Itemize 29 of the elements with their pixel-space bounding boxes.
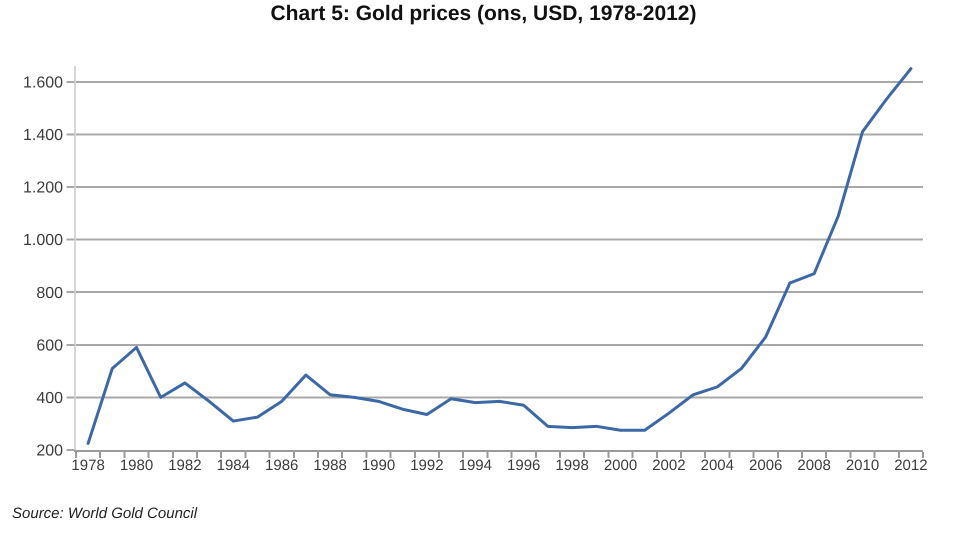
chart-title: Chart 5: Gold prices (ons, USD, 1978-2012) — [270, 2, 696, 26]
source-note: Source: World Gold Council — [12, 505, 198, 522]
x-tick-label: 2002 — [652, 456, 686, 474]
y-tick-label: 1.400 — [23, 126, 64, 144]
y-tick-label: 1.000 — [23, 232, 64, 250]
x-tick-label: 1986 — [265, 456, 298, 474]
x-tick-label: 1982 — [168, 456, 202, 474]
x-tick-label: 2012 — [894, 456, 928, 474]
x-tick-label: 2000 — [604, 456, 638, 474]
x-tick-label: 1984 — [216, 456, 250, 474]
x-tick-label: 1978 — [71, 456, 105, 474]
y-tick-label: 200 — [36, 442, 64, 460]
x-tick-label: 2004 — [700, 456, 734, 474]
y-tick-label: 600 — [36, 337, 64, 354]
x-tick-label: 1992 — [410, 456, 444, 474]
y-tick-label: 400 — [36, 390, 64, 407]
x-tick-label: 1998 — [555, 456, 589, 474]
x-tick-label: 2006 — [749, 456, 782, 474]
x-tick-label: 1988 — [313, 456, 347, 474]
x-tick-label: 2010 — [846, 456, 880, 474]
y-tick-label: 800 — [36, 284, 64, 302]
line-series — [86, 67, 912, 445]
x-tick-label: 1994 — [458, 456, 492, 474]
x-tick-label: 2008 — [797, 456, 831, 474]
x-tick-label: 1980 — [120, 456, 154, 474]
y-tick-label: 1.200 — [23, 180, 64, 197]
x-tick-label: 1990 — [362, 456, 396, 474]
x-tick-label: 1996 — [507, 456, 540, 474]
y-tick-label: 1.600 — [23, 74, 64, 92]
